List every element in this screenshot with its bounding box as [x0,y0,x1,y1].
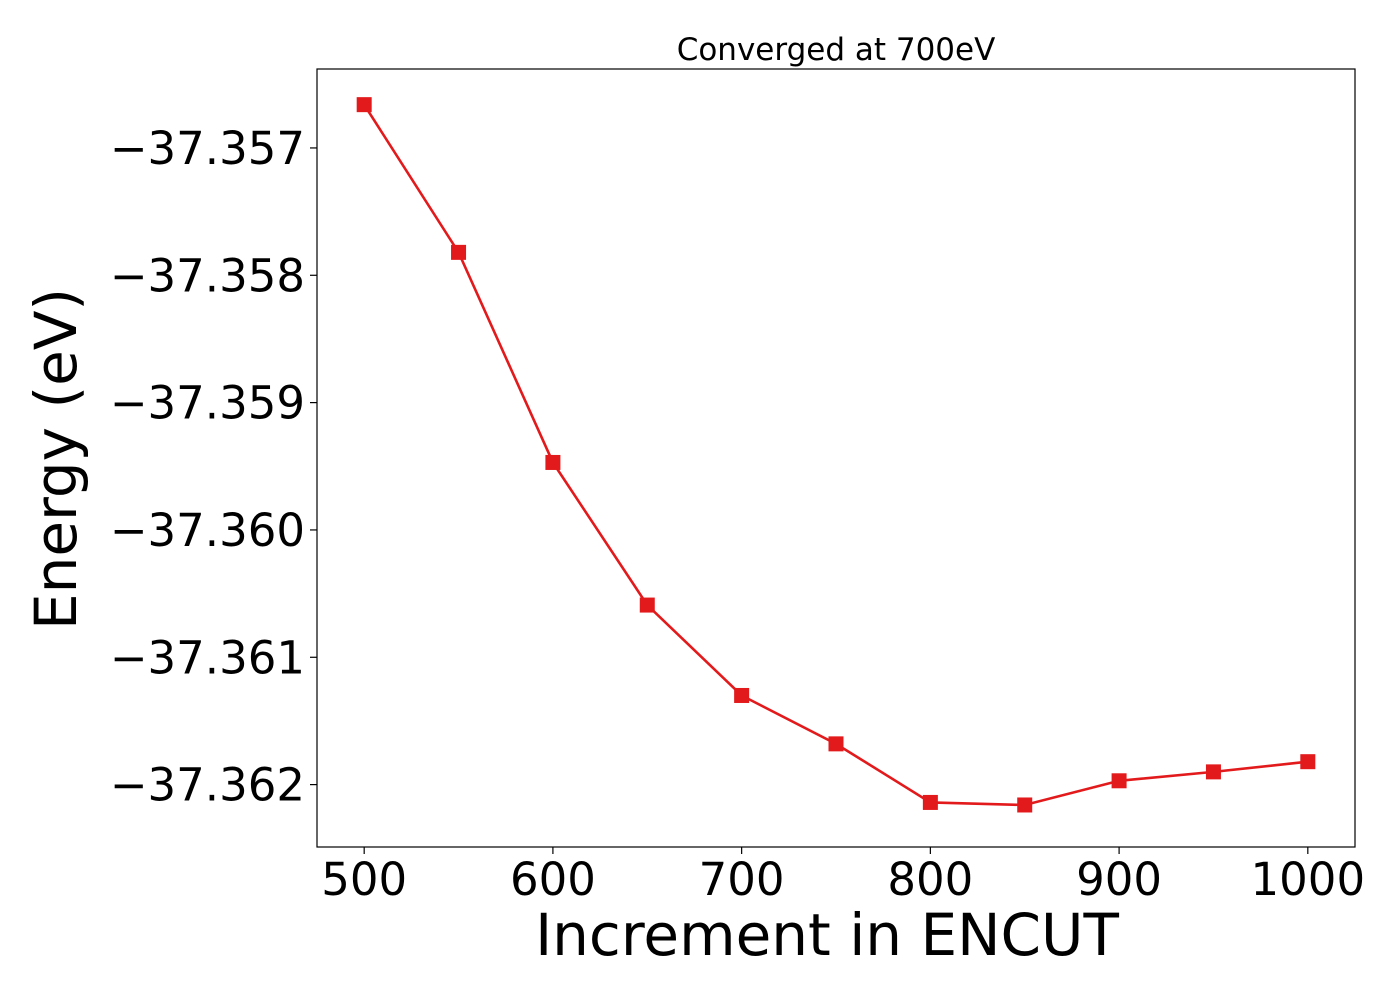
series-energy [356,97,1316,813]
data-point-marker [1017,797,1033,813]
data-point-marker [545,454,561,470]
x-axis: 500 600 700 800 900 1000 [321,847,1365,906]
y-tick-label: −37.362 [110,759,305,812]
data-point-marker [922,794,938,810]
y-tick-label: −37.361 [110,631,305,684]
y-tick-label: −37.359 [110,377,305,430]
data-point-marker [356,97,372,113]
chart-title: Converged at 700eV [677,32,996,68]
data-point-marker [1205,764,1221,780]
y-tick-label: −37.357 [110,122,305,175]
y-tick-label: −37.358 [110,249,305,302]
series-line [363,103,1308,807]
data-point-marker [734,687,750,703]
y-axis-label: Energy (eV) [22,288,90,630]
data-point-marker [1111,773,1127,789]
data-point-marker [639,597,655,613]
x-tick-label: 800 [887,853,973,906]
x-tick-label: 500 [321,853,407,906]
x-tick-label: 600 [510,853,596,906]
x-axis-label: Increment in ENCUT [535,901,1119,969]
y-axis: −37.357 −37.358 −37.359 −37.360 −37.361 −37.3… [110,122,317,812]
x-tick-label: 900 [1076,853,1162,906]
data-point-marker [1300,754,1316,770]
y-tick-label: −37.360 [110,504,305,557]
x-tick-label: 1000 [1251,853,1366,906]
data-point-marker [828,736,844,752]
plot-frame [316,68,1356,848]
x-tick-label: 700 [699,853,785,906]
data-point-marker [451,244,467,260]
